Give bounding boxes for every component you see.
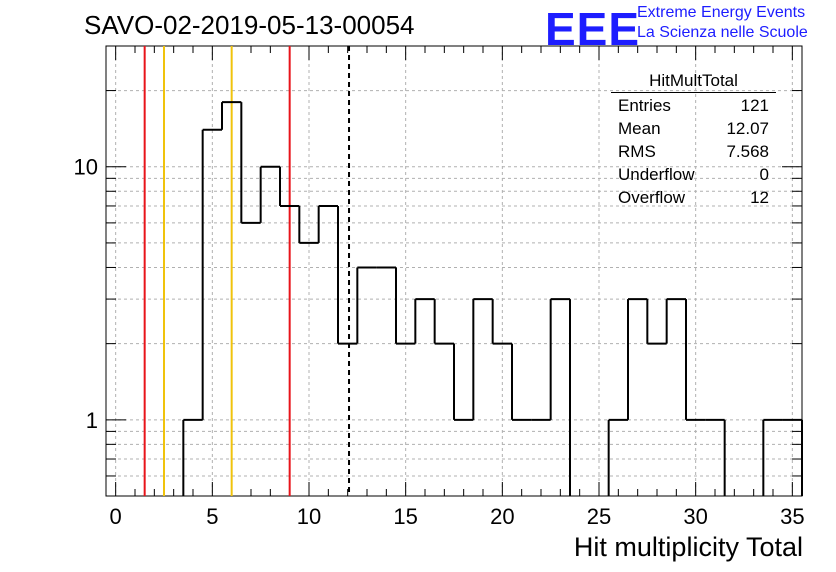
chart-title: SAVO-02-2019-05-13-00054 — [84, 10, 415, 40]
plot-frame — [105, 45, 803, 497]
logo-line-2: La Scienza nelle Scuole — [637, 24, 808, 41]
stats-value: 0 — [759, 165, 769, 184]
stats-value: 7.568 — [726, 142, 769, 161]
x-tick-label: 35 — [780, 504, 804, 529]
y-tick-label: 10 — [74, 155, 98, 180]
eee-logo: EEE — [545, 3, 641, 55]
stats-row: Entries 121 — [611, 94, 776, 117]
stats-label: RMS — [618, 142, 656, 161]
x-tick-label: 25 — [587, 504, 611, 529]
stats-value: 12 — [750, 188, 769, 207]
logo-caption: Extreme Energy Events La Scienza nelle S… — [637, 3, 808, 43]
stats-row: Mean 12.07 — [611, 117, 776, 140]
stats-label: Entries — [618, 96, 671, 115]
x-tick-label: 15 — [393, 504, 417, 529]
x-tick-label: 10 — [297, 504, 321, 529]
stats-label: Overflow — [618, 188, 686, 207]
x-axis-title: Hit multiplicity Total — [573, 532, 803, 562]
stats-value: 12.07 — [726, 119, 769, 138]
logo-line-1: Extreme Energy Events — [637, 4, 806, 21]
stats-value: 121 — [740, 96, 769, 115]
stats-box: HitMultTotal Entries 121 Mean 12.07 RMS 7.5… — [611, 71, 776, 209]
x-tick-label: 0 — [110, 504, 122, 529]
stats-label: Underflow — [618, 165, 695, 184]
stats-title: HitMultTotal — [611, 71, 776, 93]
x-tick-label: 30 — [683, 504, 707, 529]
y-tick-label: 1 — [86, 408, 98, 433]
x-tick-label: 20 — [490, 504, 514, 529]
stats-row: Underflow 0 — [611, 163, 776, 186]
stats-row: Overflow 12 — [611, 186, 776, 209]
stats-row: RMS 7.568 — [611, 140, 776, 163]
stats-label: Mean — [618, 119, 661, 138]
x-tick-label: 5 — [206, 504, 218, 529]
